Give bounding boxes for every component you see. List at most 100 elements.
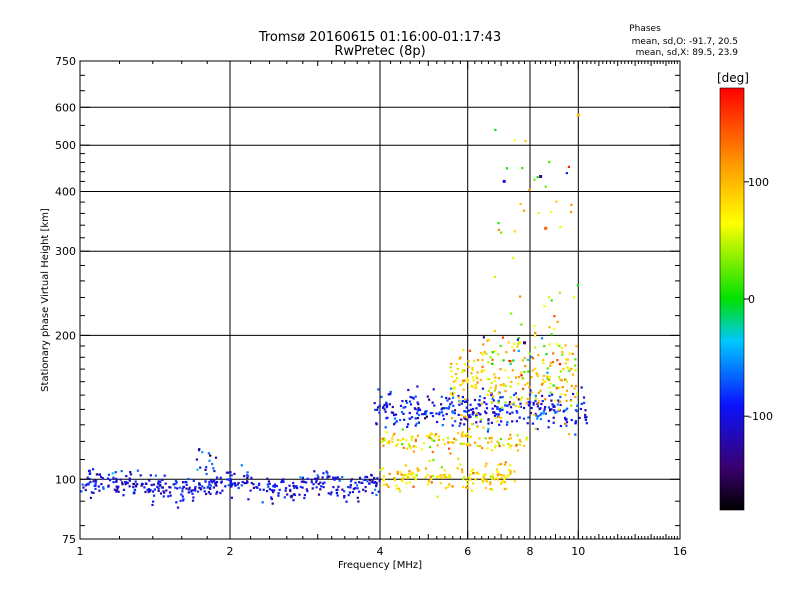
data-point xyxy=(459,422,462,425)
data-point xyxy=(117,485,120,488)
data-point xyxy=(421,413,424,416)
data-point xyxy=(396,443,399,446)
data-point xyxy=(452,404,455,407)
data-point xyxy=(303,497,306,500)
data-point xyxy=(414,424,417,427)
data-point xyxy=(476,444,480,447)
data-point xyxy=(537,353,540,357)
data-point xyxy=(421,448,424,451)
data-point xyxy=(191,492,194,495)
data-point xyxy=(446,399,449,402)
data-point xyxy=(415,474,418,477)
data-point xyxy=(553,405,556,408)
data-point xyxy=(245,481,248,485)
data-point xyxy=(349,484,352,487)
data-point xyxy=(519,341,522,344)
data-point xyxy=(544,398,547,401)
data-point xyxy=(326,475,329,478)
colorbar-tick-label: 0 xyxy=(748,293,755,306)
data-point xyxy=(306,477,309,480)
data-point xyxy=(207,485,210,488)
data-point xyxy=(401,443,404,446)
data-point xyxy=(153,488,156,491)
data-point xyxy=(295,485,298,488)
data-point xyxy=(384,410,387,413)
data-point xyxy=(474,441,477,444)
data-point xyxy=(474,383,477,386)
data-point xyxy=(194,489,197,492)
data-point xyxy=(426,434,429,438)
data-point xyxy=(503,463,506,466)
data-point xyxy=(536,428,539,431)
data-point xyxy=(401,428,404,431)
data-point xyxy=(356,484,359,487)
data-point xyxy=(407,472,410,476)
data-point xyxy=(453,437,456,440)
data-point xyxy=(424,467,427,470)
data-point xyxy=(499,437,503,441)
data-point xyxy=(374,488,377,491)
data-point xyxy=(487,361,490,364)
data-point xyxy=(393,417,397,420)
data-point xyxy=(467,365,470,368)
data-point xyxy=(550,333,553,336)
data-point xyxy=(94,479,97,482)
data-point xyxy=(330,491,333,494)
data-point xyxy=(393,414,396,417)
data-point xyxy=(449,476,452,479)
data-point xyxy=(450,401,453,404)
data-point xyxy=(396,470,399,474)
data-point xyxy=(463,442,466,445)
data-point xyxy=(270,497,273,501)
data-point xyxy=(370,474,373,477)
data-point xyxy=(551,393,554,396)
data-point xyxy=(542,361,545,365)
data-point xyxy=(494,350,497,353)
data-point xyxy=(300,480,303,483)
data-point xyxy=(467,442,470,445)
data-point xyxy=(570,384,573,387)
data-point xyxy=(407,388,410,392)
data-point xyxy=(567,165,570,168)
data-point xyxy=(544,380,547,383)
data-point xyxy=(453,386,456,389)
data-point xyxy=(472,379,475,382)
data-point xyxy=(409,446,412,449)
data-point xyxy=(472,472,475,475)
data-point xyxy=(431,475,435,478)
data-point xyxy=(277,494,280,497)
data-point xyxy=(467,416,470,419)
data-point xyxy=(542,412,545,415)
data-point xyxy=(415,422,418,425)
data-point xyxy=(436,444,439,447)
data-point xyxy=(322,472,325,475)
data-point xyxy=(322,482,325,485)
data-point xyxy=(454,420,457,423)
data-point xyxy=(482,426,485,429)
y-tick-label: 300 xyxy=(55,245,76,258)
data-point xyxy=(317,476,320,479)
data-point xyxy=(511,369,514,372)
data-point xyxy=(465,432,468,435)
data-point xyxy=(357,500,360,503)
data-point xyxy=(469,473,472,476)
data-point xyxy=(475,407,478,410)
data-point xyxy=(463,475,466,479)
data-point xyxy=(293,493,296,496)
data-point xyxy=(87,470,91,473)
data-point xyxy=(449,392,452,395)
data-point xyxy=(532,401,535,405)
data-point xyxy=(92,491,95,494)
data-point xyxy=(561,350,564,354)
data-point xyxy=(557,399,560,402)
data-point xyxy=(305,488,308,491)
data-point xyxy=(402,406,405,409)
data-point xyxy=(465,406,468,409)
data-point xyxy=(147,490,150,494)
data-point xyxy=(214,483,217,486)
data-point xyxy=(466,483,469,486)
data-point xyxy=(519,295,522,298)
data-point xyxy=(461,471,464,474)
data-point xyxy=(373,402,376,405)
data-point xyxy=(262,488,265,491)
